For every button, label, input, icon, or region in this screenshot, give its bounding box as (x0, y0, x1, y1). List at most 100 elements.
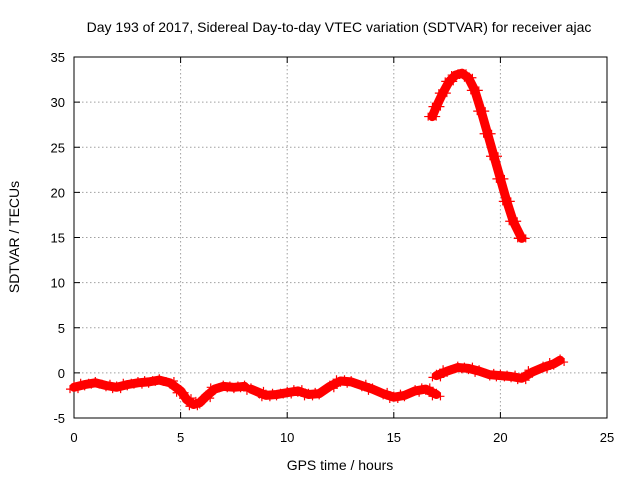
data-point (215, 384, 224, 393)
data-point (66, 385, 74, 394)
data-point (535, 365, 544, 374)
data-point (70, 381, 78, 390)
data-point (308, 392, 317, 401)
chart-title: Day 193 of 2017, Sidereal Day-to-day VTE… (87, 19, 592, 35)
data-point (453, 361, 462, 370)
data-point (332, 375, 341, 384)
data-point (393, 395, 402, 404)
data-point (428, 373, 437, 382)
data-point (186, 394, 195, 403)
data-point (552, 358, 561, 367)
data-point (180, 388, 189, 397)
data-point (375, 387, 384, 396)
data-point (74, 385, 82, 394)
data-point (347, 376, 356, 385)
data-point (261, 389, 270, 398)
data-point (172, 388, 181, 397)
data-point (383, 387, 392, 396)
data-point (489, 368, 498, 377)
data-point (315, 391, 324, 400)
data-point (161, 377, 170, 386)
data-point (449, 77, 458, 86)
data-point (182, 397, 191, 406)
data-point (210, 386, 219, 395)
data-point (240, 380, 249, 389)
data-point (155, 374, 164, 383)
data-point (257, 393, 266, 402)
data-point (176, 385, 185, 394)
data-point (123, 382, 132, 391)
data-point (417, 383, 426, 392)
grid-lines (74, 57, 607, 418)
data-point (300, 392, 309, 401)
data-point (91, 377, 100, 386)
data-point (236, 384, 245, 393)
data-point (487, 129, 496, 138)
data-point (521, 376, 530, 385)
data-point (297, 385, 306, 394)
y-tick-label: 15 (51, 231, 65, 246)
data-point (507, 374, 516, 383)
data-point (87, 380, 96, 389)
data-point (202, 390, 211, 399)
y-tick-label: -5 (53, 411, 65, 426)
data-point (293, 388, 302, 397)
data-point (468, 362, 477, 371)
data-point (415, 388, 424, 397)
data-point (468, 73, 477, 82)
data-point (112, 381, 121, 390)
data-point (251, 386, 260, 395)
x-tick-label: 10 (280, 430, 294, 445)
data-point (528, 369, 537, 378)
series-line (427, 68, 527, 243)
data-point (133, 377, 142, 386)
y-tick-label: 30 (51, 95, 65, 110)
data-point (428, 392, 437, 401)
data-point (242, 386, 251, 395)
data-point (432, 369, 441, 378)
x-axis-title: GPS time / hours (287, 457, 394, 473)
data-point (116, 385, 125, 394)
data-point (336, 378, 345, 387)
data-point (289, 385, 298, 394)
data-point (229, 385, 238, 394)
data-point (206, 383, 215, 392)
data-point (119, 378, 128, 387)
data-point (474, 86, 483, 95)
data-point (521, 234, 530, 243)
data-point (556, 354, 565, 363)
data-point (343, 379, 352, 388)
data-point (304, 388, 313, 397)
data-point (425, 383, 434, 392)
data-point (443, 368, 452, 377)
data-point (185, 402, 194, 411)
data-point (76, 378, 85, 387)
x-tick-label: 25 (600, 430, 614, 445)
data-point (101, 383, 110, 392)
data-point (178, 394, 187, 403)
data-point (511, 370, 520, 379)
data-point (500, 174, 509, 183)
data-point (129, 380, 138, 389)
data-point (169, 377, 178, 386)
data-point (492, 373, 501, 382)
data-point (140, 376, 149, 385)
data-point (494, 152, 503, 161)
data-point (485, 372, 494, 381)
series-baseline (66, 374, 253, 411)
data-point (325, 380, 334, 389)
data-point (475, 365, 484, 374)
data-point (329, 384, 338, 393)
data-point (321, 384, 330, 393)
data-point (436, 373, 445, 382)
data-point (151, 377, 160, 386)
data-point (460, 362, 469, 371)
data-point (462, 69, 471, 78)
data-point (283, 386, 292, 395)
y-tick-label: 25 (51, 140, 65, 155)
data-point (191, 396, 200, 405)
data-point (439, 365, 448, 374)
data-point (105, 379, 114, 388)
x-tick-label: 0 (70, 430, 77, 445)
